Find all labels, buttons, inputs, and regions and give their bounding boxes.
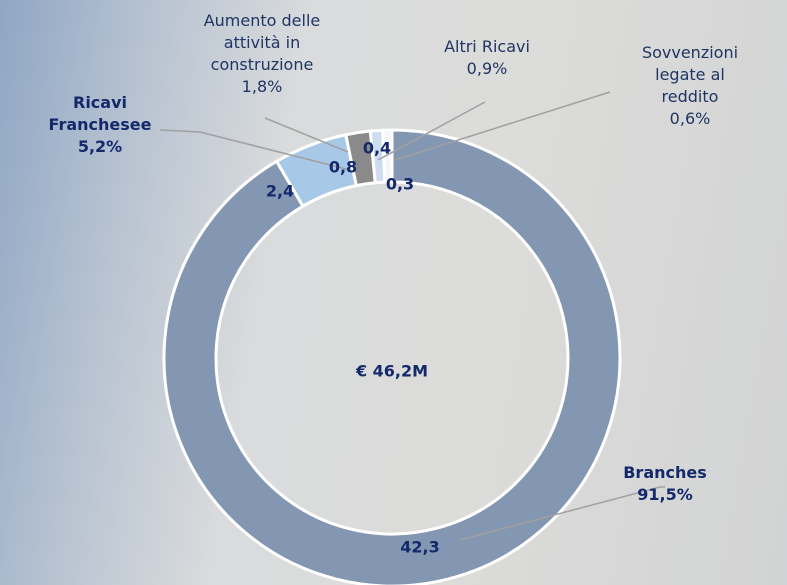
share-label: 0,9%: [412, 58, 562, 80]
category-name: Sovvenzioni legate al reddito: [628, 42, 753, 108]
value-label: 0,4: [363, 139, 391, 158]
value-label: 42,3: [400, 538, 439, 557]
share-label: 0,6%: [628, 108, 753, 130]
leader-line: [395, 92, 610, 160]
value-label: 0,3: [386, 175, 414, 194]
category-name: Branches: [610, 462, 720, 484]
category-name: Ricavi Franchesee: [40, 92, 160, 136]
share-label: 5,2%: [40, 136, 160, 158]
center-label: € 46,2M: [355, 362, 428, 381]
chart: 42,3 2,4 0,8 0,4 0,3 € 46,2M Branches91,5% Ric…: [0, 0, 787, 585]
value-label: 0,8: [329, 158, 357, 177]
share-label: 91,5%: [610, 484, 720, 506]
category-name: Aumento delle attività in construzione: [192, 10, 332, 76]
slices: [164, 130, 620, 585]
share-label: 1,8%: [192, 76, 332, 98]
category-name: Altri Ricavi: [412, 36, 562, 58]
slice: [164, 130, 620, 585]
value-label: 2,4: [266, 182, 294, 201]
